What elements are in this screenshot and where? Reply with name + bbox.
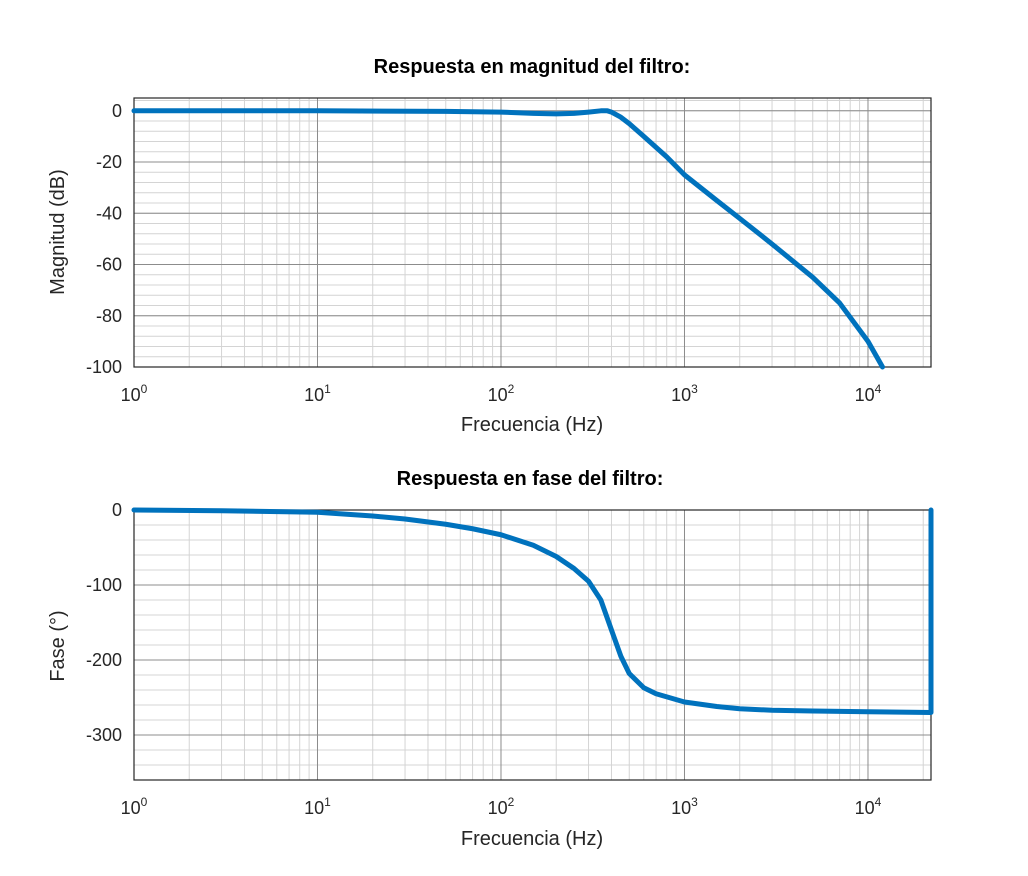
x-tick-label: 102 [488,382,515,405]
y-tick-label: -20 [96,152,122,172]
x-tick-label: 104 [855,382,882,405]
x-tick-label: 103 [671,795,698,818]
phase-title: Respuesta en fase del filtro: [397,468,664,490]
axes-box [133,97,932,368]
magnitude-series-line [131,108,886,370]
y-tick-label: -40 [96,203,122,223]
phase-series-line [131,507,934,715]
magnitude-xlabel: Frecuencia (Hz) [461,414,603,436]
y-tick-label: -80 [96,306,122,326]
phase-ylabel: Fase (°) [47,610,69,681]
x-tick-label: 103 [671,382,698,405]
y-tick-label: -100 [86,357,122,377]
phase-plot: Respuesta en fase del filtro: Frecuencia… [47,468,934,850]
phase-xlabel: Frecuencia (Hz) [461,828,603,850]
magnitude-title: Respuesta en magnitud del filtro: [374,56,691,78]
x-tick-label: 100 [121,795,148,818]
x-tick-label: 104 [855,795,882,818]
x-tick-label: 101 [304,382,331,405]
x-tick-label: 102 [488,795,515,818]
y-tick-label: -60 [96,255,122,275]
x-tick-label: 101 [304,795,331,818]
magnitude-plot: Respuesta en magnitud del filtro: Frecue… [47,56,932,436]
y-tick-label: -100 [86,575,122,595]
magnitude-ylabel: Magnitud (dB) [47,169,69,295]
x-tick-label: 100 [121,382,148,405]
y-tick-label: 0 [112,500,122,520]
y-tick-label: -200 [86,650,122,670]
y-tick-label: -300 [86,725,122,745]
y-tick-label: 0 [112,101,122,121]
